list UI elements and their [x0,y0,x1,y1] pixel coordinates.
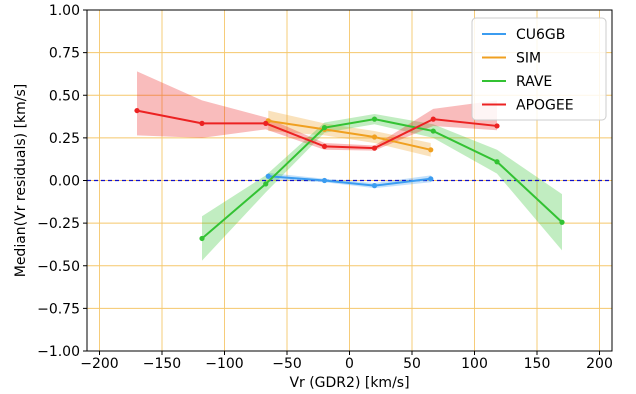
y-tick-label: −0.25 [37,216,80,232]
x-tick-label: −50 [272,356,302,372]
data-point-rave [559,219,565,225]
legend-box [471,17,607,121]
data-point-apogee [321,143,328,149]
data-point-cu6gb [321,177,328,184]
y-tick-label: 0.25 [49,131,80,147]
x-tick-label: −100 [205,356,243,372]
data-point-rave [430,128,436,134]
data-point-apogee [263,120,269,126]
y-axis-label: Median(Vr residuals) [km/s] [13,84,29,278]
data-point-cu6gb [371,183,378,189]
x-tick-label: −200 [80,356,118,372]
data-point-sim [371,134,378,140]
legend: CU6GB SIM RAVE APOGEE [471,17,607,121]
data-point-cu6gb [428,176,434,182]
x-tick-label: −150 [143,356,181,372]
axis-ticks: −200 −150 −100 −50 0 50 100 150 200 −1.00 −0.75 −0.… [37,3,613,372]
legend-label-apogee: APOGEE [516,98,574,114]
y-tick-label: −0.75 [37,301,80,317]
data-point-cu6gb [265,173,271,179]
data-point-rave [263,181,269,187]
data-point-rave [321,125,328,131]
data-point-rave [494,159,500,165]
y-tick-label: 1.00 [49,3,80,19]
x-tick-label: 0 [345,356,354,372]
data-point-apogee [371,145,378,151]
data-point-apogee [430,116,436,122]
y-tick-label: 0.50 [49,88,80,104]
x-tick-label: 200 [586,356,613,372]
legend-label-sim: SIM [516,51,541,67]
legend-label-rave: RAVE [516,74,552,90]
x-axis-label: Vr (GDR2) [km/s] [289,375,409,391]
data-point-apogee [199,120,205,126]
y-tick-label: 0.00 [49,174,80,190]
y-tick-label: 0.75 [49,46,80,62]
y-tick-label: −0.50 [37,259,80,275]
data-point-apogee [494,123,500,129]
y-tick-label: −1.00 [37,344,80,360]
data-point-rave [371,116,378,122]
x-tick-label: 100 [461,356,488,372]
band-apogee [137,71,497,151]
x-tick-label: 50 [403,356,421,372]
data-point-rave [199,235,205,242]
series-line-sim [268,119,431,151]
legend-label-cu6gb: CU6GB [516,27,565,43]
x-tick-label: 150 [524,356,551,372]
series-lines [134,107,565,242]
data-point-sim [428,147,434,153]
data-point-apogee [134,107,140,114]
series-line-cu6gb [268,175,431,187]
